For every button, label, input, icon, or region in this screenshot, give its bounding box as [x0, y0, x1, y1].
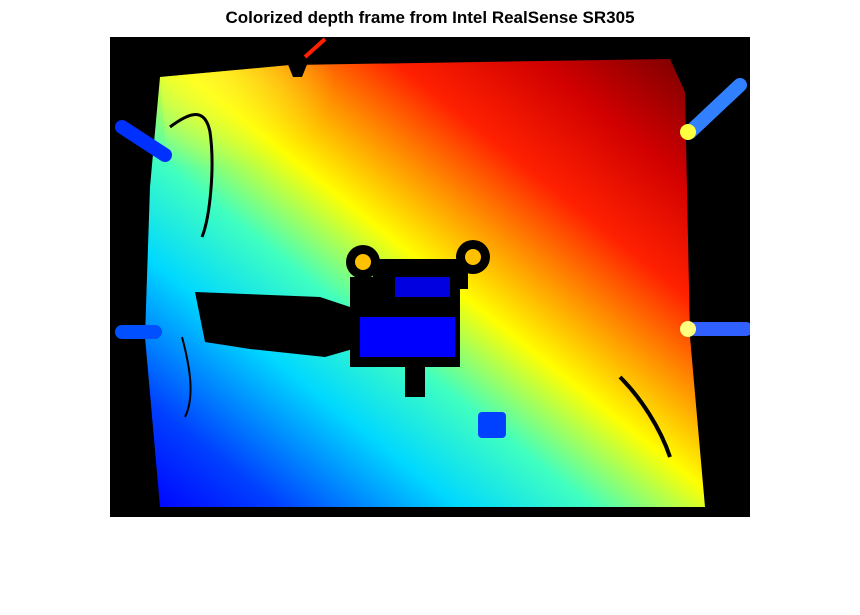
figure-title: Colorized depth frame from Intel RealSen… [225, 8, 635, 27]
depth-image [115, 37, 750, 507]
post-marker [115, 78, 750, 339]
object-silhouette [195, 240, 490, 397]
depth-image-axes [110, 37, 750, 517]
square-marker [478, 412, 506, 438]
